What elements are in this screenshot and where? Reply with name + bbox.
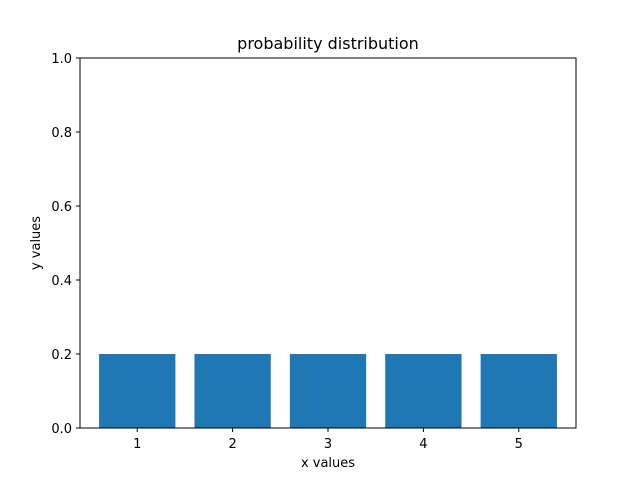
y-tick-label-0.2: 0.2	[51, 348, 72, 363]
chart-title: probability distribution	[237, 34, 419, 53]
bar-3	[289, 354, 367, 428]
x-tick-label-3: 3	[324, 437, 332, 452]
y-tick-label-0.0: 0.0	[51, 422, 72, 437]
x-tick-label-5: 5	[515, 437, 523, 452]
x-axis-ticks: 1 2 3 4 5	[133, 428, 523, 452]
y-tick-label-0.4: 0.4	[51, 274, 72, 289]
bar-5	[480, 354, 557, 428]
bars-group	[99, 354, 557, 428]
x-tick-label-2: 2	[228, 437, 236, 452]
bar-2	[194, 354, 271, 428]
x-tick-label-4: 4	[419, 437, 427, 452]
y-tick-label-0.6: 0.6	[51, 200, 72, 215]
y-axis-ticks: 0.0 0.2 0.4 0.6 0.8 1.0	[51, 52, 80, 437]
plot-area	[79, 57, 577, 429]
y-tick-label-0.8: 0.8	[51, 126, 72, 141]
y-tick-label-1.0: 1.0	[51, 52, 72, 67]
x-axis-label: x values	[301, 456, 355, 471]
y-axis-label: y values	[29, 216, 44, 270]
bar-4	[385, 354, 462, 428]
bar-1	[99, 354, 176, 428]
x-tick-label-1: 1	[133, 437, 141, 452]
